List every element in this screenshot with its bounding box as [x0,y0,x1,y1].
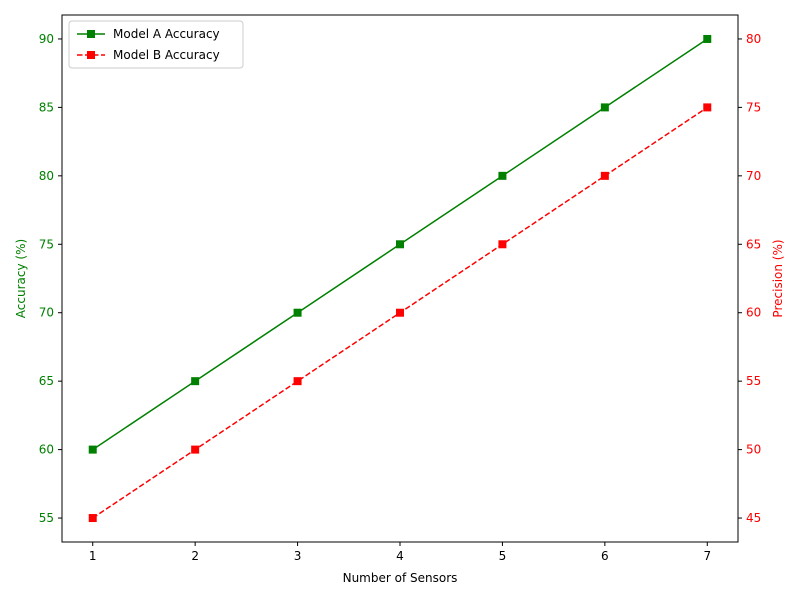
legend-label: Model B Accuracy [113,48,220,62]
y-left-tick-label: 85 [39,100,54,114]
series-1-point [88,445,97,454]
series-2-point [191,445,200,454]
y-right-tick-label: 50 [746,443,761,457]
y-axis-left-label: Accuracy (%) [14,239,28,318]
x-tick-label: 1 [89,549,97,563]
legend-marker [87,30,95,38]
series-1-point [191,377,200,386]
series-2-point [600,171,609,180]
series-1-point [600,103,609,112]
series-1-point [293,308,302,317]
legend: Model A Accuracy Model B Accuracy [68,20,244,69]
series-1-point [498,171,507,180]
legend-marker [87,51,95,59]
series-1-point [396,240,404,249]
y-left-tick-label: 90 [39,32,54,46]
y-axis-right: 45 50 55 60 65 70 75 80 [738,32,761,525]
series-2-point [498,240,507,249]
legend-box [68,20,244,69]
y-left-tick-label: 75 [39,237,54,251]
y-right-tick-label: 70 [746,169,761,183]
y-right-tick-label: 65 [746,237,761,251]
series-2-point [88,514,97,523]
plot-frame [61,14,739,543]
series-1-point [703,34,712,43]
y-right-tick-label: 80 [746,32,761,46]
x-tick-label: 2 [191,549,199,563]
y-axis-right-label: Precision (%) [771,239,785,317]
y-axis-left: 55 60 65 70 75 80 85 90 [39,32,62,525]
x-tick-label: 5 [499,549,507,563]
y-left-tick-label: 70 [39,306,54,320]
x-tick-label: 7 [703,549,711,563]
series-2-point [396,308,404,317]
legend-label: Model A Accuracy [113,27,220,41]
y-right-tick-label: 55 [746,374,761,388]
y-right-tick-label: 75 [746,100,761,114]
y-right-tick-label: 60 [746,306,761,320]
x-tick-label: 6 [601,549,609,563]
x-axis: 1 2 3 4 5 6 7 [89,542,711,563]
x-tick-label: 4 [396,549,404,563]
series-2-point [703,103,712,112]
y-right-tick-label: 45 [746,511,761,525]
x-axis-label: Number of Sensors [343,571,458,585]
x-tick-label: 3 [294,549,302,563]
series-2-point [293,377,302,386]
series-layer [88,34,712,523]
y-left-tick-label: 65 [39,374,54,388]
y-left-tick-label: 60 [39,443,54,457]
y-left-tick-label: 55 [39,511,54,525]
y-left-tick-label: 80 [39,169,54,183]
